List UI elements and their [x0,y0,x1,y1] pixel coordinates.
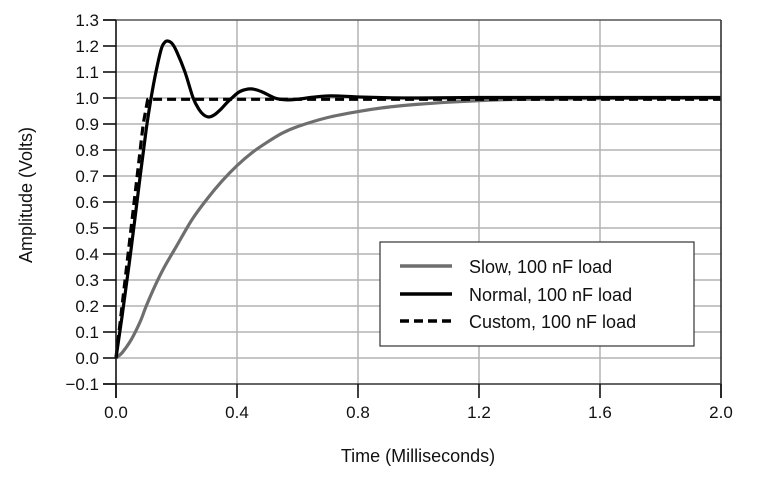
tick-labels: −0.1 0.0 0.1 0.2 0.3 0.4 0.5 0.6 0.7 0.8 0.9 1.0 1.1… [65,11,732,422]
legend: Slow, 100 nF load Normal, 100 nF load Cu… [379,241,695,347]
y-tick-label: 0.1 [75,323,99,342]
series-lines [114,39,722,360]
series-line-normal [114,39,721,359]
x-tick-label: 1.2 [467,403,491,422]
y-tick-label: 0.7 [75,167,99,186]
y-tick-label: 0.3 [75,271,99,290]
legend-item-custom: Custom, 100 nF load [400,312,636,332]
y-tick-label: 1.3 [75,11,99,30]
y-tick-label: 0.5 [75,219,99,238]
x-tick-label: 2.0 [709,403,733,422]
y-tick-label: 1.1 [75,63,99,82]
legend-label-normal: Normal, 100 nF load [469,285,632,305]
y-tick-label: 0.6 [75,193,99,212]
legend-item-slow: Slow, 100 nF load [400,257,612,277]
axes [103,19,722,398]
x-tick-label: 0.0 [104,403,128,422]
y-tick-label: 0.8 [75,141,99,160]
x-tick-label: 1.6 [588,403,612,422]
y-tick-label: 0.9 [75,115,99,134]
x-axis-title: Time (Milliseconds) [341,446,495,466]
legend-label-custom: Custom, 100 nF load [469,312,636,332]
series-line-slow [114,96,722,360]
y-tick-label: 1.0 [75,89,99,108]
y-axis-title: Amplitude (Volts) [16,127,36,263]
legend-label-slow: Slow, 100 nF load [469,257,612,277]
y-tick-label: 0.0 [75,349,99,368]
x-tick-label: 0.4 [225,403,249,422]
series-line-custom [114,97,721,359]
y-tick-label: 0.2 [75,297,99,316]
y-tick-label: 0.4 [75,245,99,264]
x-tick-label: 0.8 [346,403,370,422]
legend-item-normal: Normal, 100 nF load [400,285,632,305]
y-tick-label: 1.2 [75,37,99,56]
y-tick-label: −0.1 [65,375,99,394]
